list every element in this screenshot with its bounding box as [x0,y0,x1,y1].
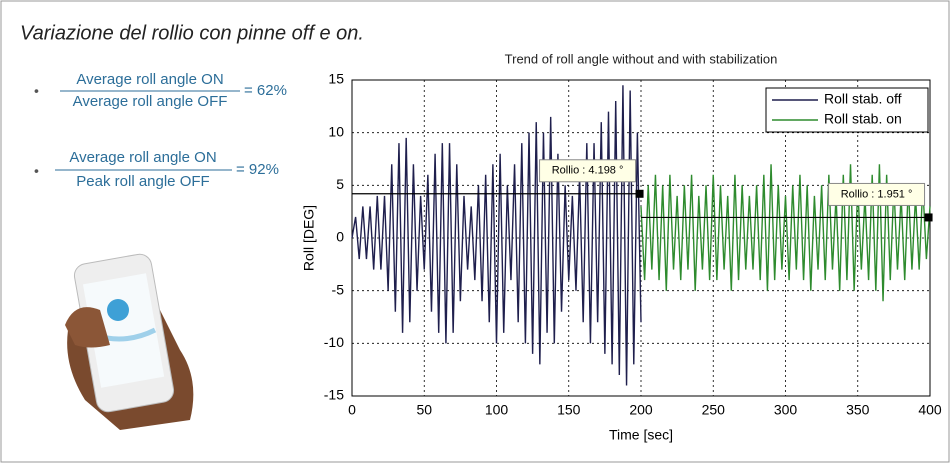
x-tick-label: 100 [485,402,509,418]
chart-title: Trend of roll angle without and with sta… [505,51,778,66]
data-line [351,85,642,386]
result: = 62% [244,82,287,99]
numerator: Average roll angle ON [76,71,223,88]
y-tick-label: -5 [332,281,345,297]
datatip-label: Rollio : 4.198 ° [552,165,624,177]
data-line [640,164,931,302]
x-axis-label: Time [sec] [609,427,673,443]
denominator: Average roll angle OFF [73,93,228,110]
x-tick-label: 400 [918,402,942,418]
x-tick-label: 150 [557,402,581,418]
x-tick-label: 300 [774,402,798,418]
phone-illustration [65,253,194,430]
page-title: Variazione del rollio con pinne off e on… [20,22,364,44]
legend-box [765,87,929,133]
y-tick-label: -15 [324,387,344,403]
y-tick-label: 15 [328,71,344,87]
y-tick-label: 5 [336,176,344,192]
legend-label: Roll stab. off [824,91,902,107]
datatip-box [828,182,926,206]
y-tick-label: 0 [336,229,344,245]
bullet: • [34,83,39,99]
x-tick-label: 200 [629,402,653,418]
legend-label: Roll stab. on [824,111,902,127]
x-tick-label: 250 [702,402,726,418]
datatip-marker [924,213,933,222]
y-axis-label: Roll [DEG] [301,205,317,271]
denominator: Peak roll angle OFF [76,173,209,190]
datatip-box [539,159,637,183]
numerator: Average roll angle ON [69,149,216,166]
x-tick-label: 50 [416,402,432,418]
bullet: • [34,163,39,179]
result: = 92% [236,161,279,178]
x-tick-label: 0 [348,402,356,418]
y-tick-label: -10 [324,334,344,350]
x-tick-label: 350 [846,402,870,418]
datatip-marker [635,189,644,198]
y-tick-label: 10 [328,123,344,139]
datatip-label: Rollio : 1.951 ° [841,188,913,200]
